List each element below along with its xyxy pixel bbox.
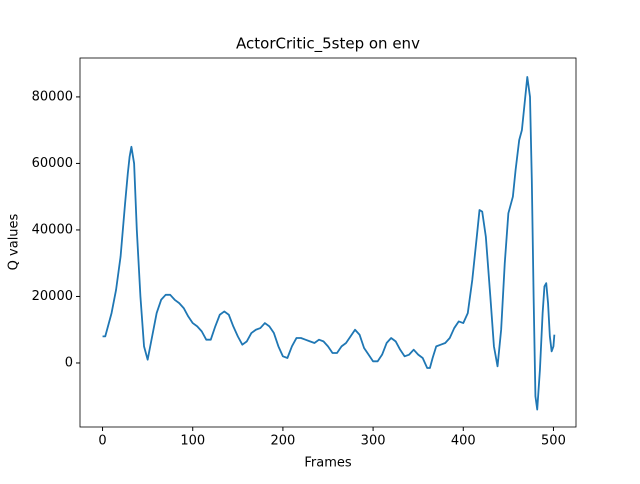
x-tick-label: 400 [451, 434, 476, 449]
x-axis-label: Frames [304, 456, 352, 471]
x-tick-label: 500 [541, 434, 566, 449]
y-tick-label: 60000 [32, 156, 73, 171]
y-tick-label: 0 [65, 355, 73, 370]
x-tick-label: 300 [361, 434, 386, 449]
y-tick-label: 40000 [32, 222, 73, 237]
chart-title: ActorCritic_5step on env [236, 35, 420, 54]
x-tick-label: 200 [270, 434, 295, 449]
plot-frame [79, 57, 577, 428]
y-tick-label: 20000 [32, 289, 73, 304]
y-tick-label: 80000 [32, 89, 73, 104]
y-axis-label: Q values [7, 213, 22, 270]
x-tick-label: 0 [98, 434, 106, 449]
x-tick-label: 100 [180, 434, 205, 449]
line [102, 76, 556, 411]
